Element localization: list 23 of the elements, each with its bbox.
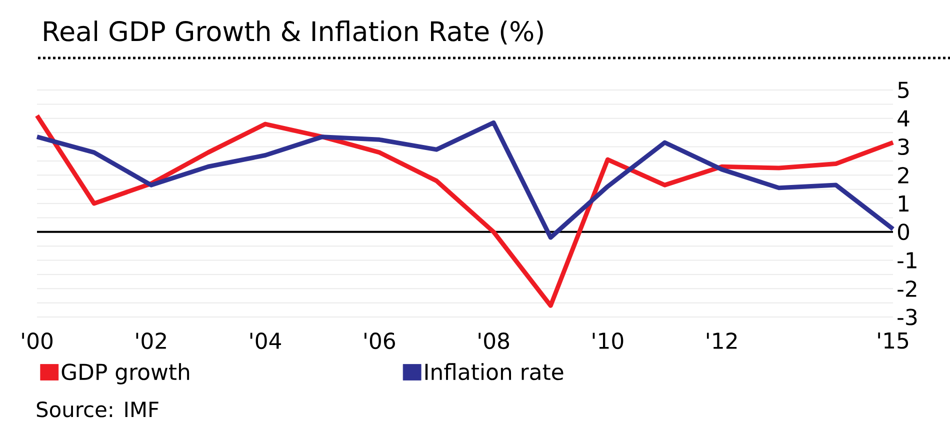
x-tick-label: '06	[364, 332, 395, 350]
x-tick-label: '12	[706, 332, 737, 349]
y-tick-label: 5	[898, 82, 909, 98]
y-tick-label: 4	[898, 110, 910, 126]
legend-label: GDP growth	[62, 363, 190, 384]
x-tick-label: '10	[592, 332, 624, 350]
y-tick-label: -1	[898, 252, 916, 268]
y-tick-label: 2	[898, 166, 908, 184]
y-tick-label: 0	[898, 224, 910, 240]
y-tick-label: 1	[898, 196, 908, 212]
chart-title: Real GDP Growth & Inflation Rate (%)	[44, 20, 543, 45]
x-tick-label: '08	[478, 332, 510, 350]
legend-label: Inflation rate	[425, 363, 564, 380]
source-note: Source: IMF	[36, 401, 158, 418]
x-tick-label: '04	[250, 332, 282, 350]
x-tick-label: '15	[878, 332, 908, 349]
line-series	[34, 120, 896, 240]
y-tick-label: -2	[898, 280, 916, 297]
x-tick-label: '02	[136, 332, 166, 350]
y-tick-label: 3	[898, 138, 909, 156]
x-tick-label: '00	[22, 332, 52, 350]
line-series	[34, 113, 896, 308]
y-tick-label: -3	[898, 308, 917, 326]
